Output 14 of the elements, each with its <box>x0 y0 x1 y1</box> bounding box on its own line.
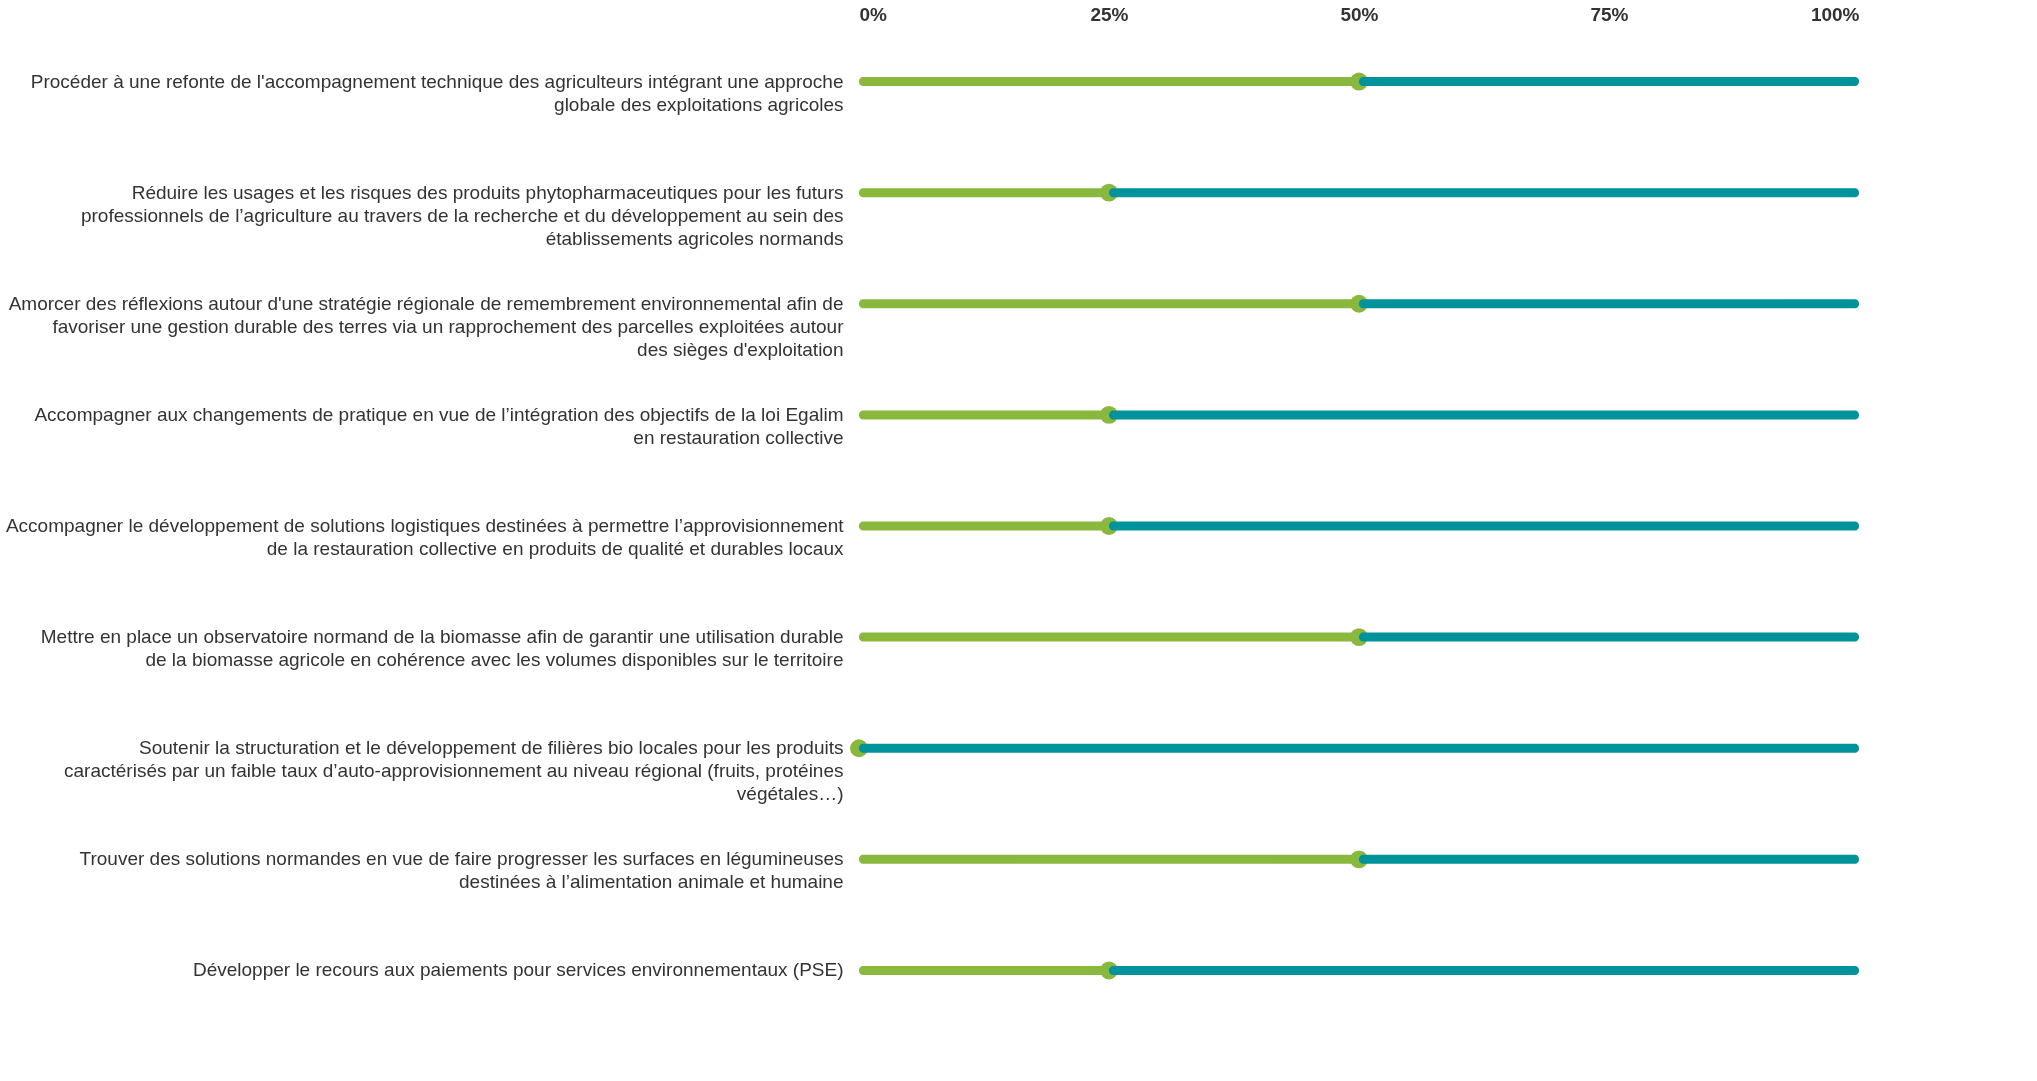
x-tick-label: 25% <box>1090 3 1129 25</box>
y-tick-label: Développer le recours aux paiements pour services environnementaux (PSE) <box>192 959 844 981</box>
y-tick-label: Trouver des solutions normandes en vue de faire progresser les surfaces en légumineuses destinées à l’alimentation animale et humaine <box>79 848 844 893</box>
x-tick-label: 0% <box>859 3 888 25</box>
y-tick-label: Mettre en place un observatoire normand de la biomasse afin de garantir une utilisation durable de la biomasse agricole en cohérence avec les volumes disponibles sur le territoire <box>40 626 844 671</box>
y-tick-label: Accompagner aux changements de pratique en vue de l’intégration des objectifs de la loi Egalim en restauration collective <box>34 403 844 448</box>
x-tick-label: 100% <box>1810 3 1860 25</box>
y-tick-label: Amorcer des réflexions autour d'une stratégie régionale de remembrement environnemental afin de favoriser une gestion durable des terres via un rapprochement des parcelles exploitées autour des sièges d'exploitation <box>8 292 845 360</box>
x-tick-label: 50% <box>1340 3 1379 25</box>
y-tick-label: Accompagner le développement de solutions logistiques destinées à permettre l’approvisionnement de la restauration collective en produits de qualité et durables locaux <box>5 515 845 559</box>
x-tick-label: 75% <box>1590 3 1629 25</box>
y-tick-label: Réduire les usages et les risques des produits phytopharmaceutiques pour les futurs professionnels de l’agriculture au travers de la recherche et du développement au sein des établissements agricoles normands <box>80 181 844 249</box>
y-tick-label: Soutenir la structuration et le développement de filières bio locales pour les produits caractérisés par un faible taux d’auto-approvisionnement au niveau régional (fruits, protéines végétales…) <box>64 737 844 805</box>
y-tick-label: Procéder à une refonte de l'accompagnement technique des agriculteurs intégrant une approche globale des exploitations agricoles <box>30 70 844 115</box>
